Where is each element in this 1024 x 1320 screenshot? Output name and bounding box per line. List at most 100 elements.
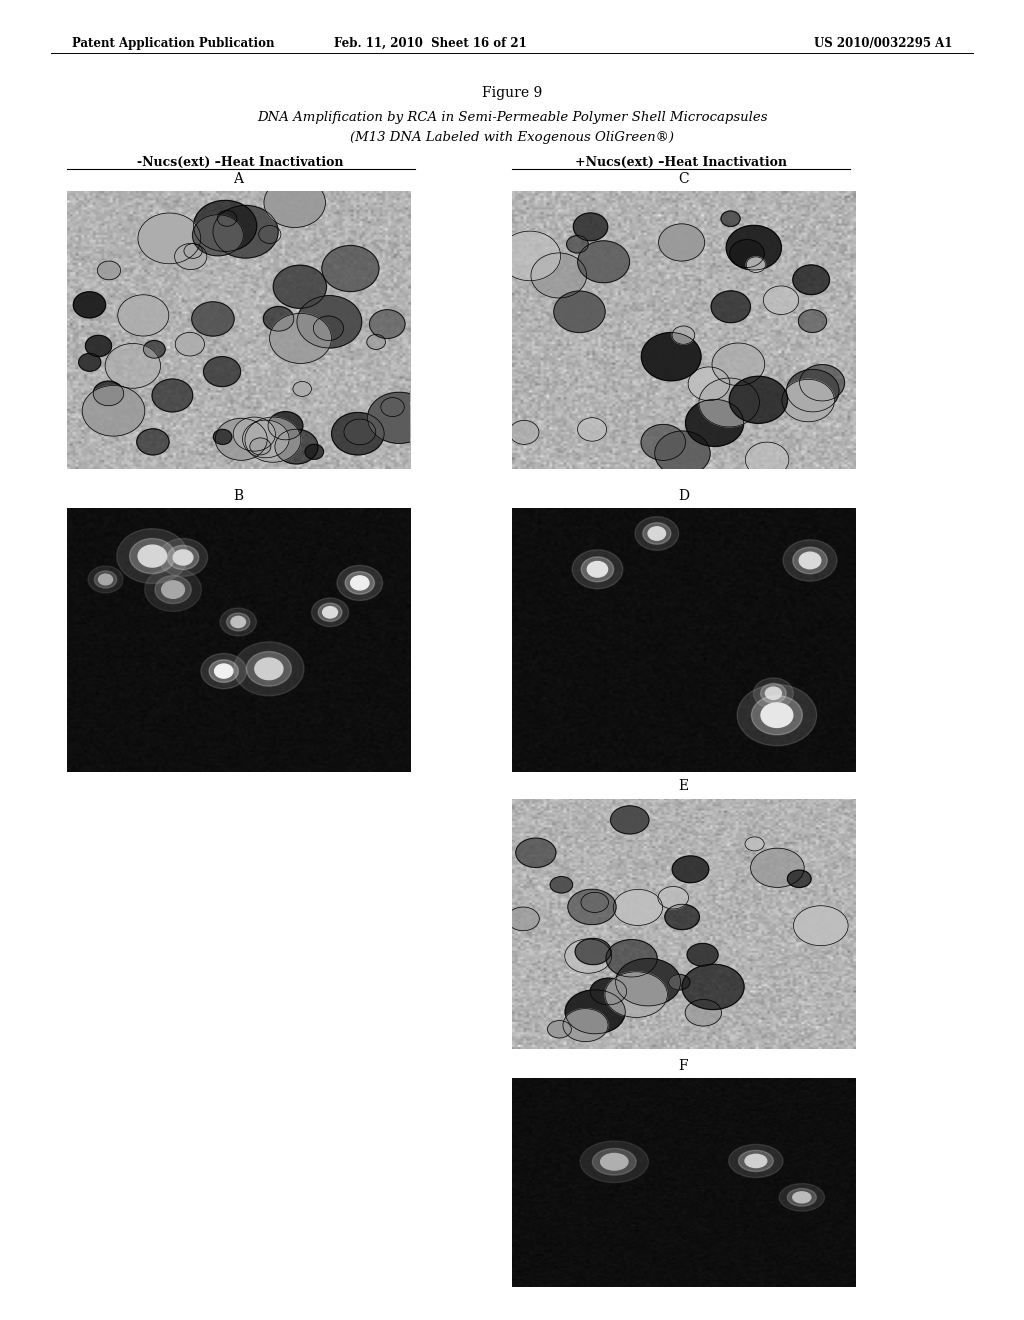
Circle shape: [318, 603, 342, 622]
Circle shape: [381, 397, 404, 417]
Circle shape: [255, 659, 283, 680]
Circle shape: [590, 978, 627, 1005]
Circle shape: [665, 904, 699, 929]
Circle shape: [367, 334, 385, 350]
Circle shape: [688, 367, 730, 401]
Circle shape: [215, 664, 232, 678]
Circle shape: [699, 378, 760, 426]
Circle shape: [582, 557, 613, 582]
Circle shape: [204, 356, 241, 387]
Circle shape: [88, 566, 123, 593]
Text: +Nucs(ext) –Heat Inactivation: +Nucs(ext) –Heat Inactivation: [574, 156, 787, 169]
Circle shape: [191, 302, 234, 337]
Circle shape: [745, 442, 788, 478]
Circle shape: [799, 310, 826, 333]
Circle shape: [573, 213, 608, 240]
Circle shape: [615, 958, 681, 1006]
Circle shape: [669, 974, 690, 990]
Circle shape: [231, 616, 246, 627]
Circle shape: [82, 385, 144, 436]
Circle shape: [754, 678, 794, 709]
Circle shape: [729, 1144, 783, 1177]
Circle shape: [194, 201, 257, 252]
Circle shape: [712, 343, 765, 385]
Circle shape: [143, 341, 165, 358]
Circle shape: [322, 246, 379, 292]
Text: Figure 9: Figure 9: [482, 86, 542, 100]
Circle shape: [738, 1150, 773, 1172]
Circle shape: [746, 257, 766, 272]
Text: A: A: [233, 172, 243, 186]
Circle shape: [648, 527, 666, 540]
Circle shape: [233, 417, 275, 451]
Circle shape: [783, 540, 837, 581]
Circle shape: [578, 240, 630, 282]
Circle shape: [130, 539, 175, 574]
Circle shape: [293, 381, 311, 396]
Circle shape: [323, 607, 338, 618]
Circle shape: [117, 528, 188, 583]
Circle shape: [763, 286, 799, 314]
Circle shape: [752, 696, 803, 735]
Circle shape: [74, 292, 105, 318]
Circle shape: [337, 565, 383, 601]
Circle shape: [79, 354, 100, 371]
Circle shape: [245, 417, 301, 462]
Circle shape: [311, 598, 348, 627]
Circle shape: [264, 178, 326, 227]
Circle shape: [593, 1148, 636, 1175]
Circle shape: [793, 265, 829, 294]
Circle shape: [787, 1188, 816, 1206]
Circle shape: [152, 379, 193, 412]
Circle shape: [745, 1154, 767, 1168]
Circle shape: [159, 539, 208, 577]
Circle shape: [155, 576, 191, 603]
Circle shape: [575, 939, 611, 965]
Circle shape: [635, 516, 679, 550]
Circle shape: [641, 424, 685, 461]
Circle shape: [345, 572, 375, 594]
Circle shape: [313, 315, 343, 341]
Circle shape: [761, 684, 786, 704]
Circle shape: [658, 224, 705, 261]
Text: -Nucs(ext) –Heat Inactivation: -Nucs(ext) –Heat Inactivation: [137, 156, 344, 169]
Circle shape: [581, 892, 608, 912]
Circle shape: [173, 550, 193, 565]
Circle shape: [209, 660, 239, 682]
Circle shape: [97, 261, 121, 280]
Circle shape: [370, 310, 406, 338]
Circle shape: [138, 545, 167, 568]
Circle shape: [658, 887, 688, 909]
Circle shape: [305, 445, 324, 459]
Circle shape: [565, 990, 626, 1034]
Circle shape: [509, 420, 539, 445]
Text: F: F: [679, 1059, 688, 1073]
Circle shape: [794, 906, 848, 945]
Circle shape: [737, 685, 817, 746]
Text: (M13 DNA Labeled with Exogenous OliGreen®): (M13 DNA Labeled with Exogenous OliGreen…: [350, 131, 674, 144]
Circle shape: [201, 653, 247, 689]
Text: E: E: [679, 779, 688, 793]
Circle shape: [726, 226, 781, 271]
Circle shape: [226, 612, 250, 631]
Circle shape: [799, 552, 821, 569]
Circle shape: [93, 381, 124, 405]
Circle shape: [563, 1008, 608, 1041]
Circle shape: [217, 210, 237, 226]
Circle shape: [567, 890, 616, 924]
Circle shape: [782, 379, 835, 422]
Circle shape: [654, 432, 711, 475]
Circle shape: [685, 400, 743, 446]
Circle shape: [297, 296, 361, 348]
Circle shape: [269, 313, 332, 363]
Text: C: C: [678, 172, 689, 186]
Circle shape: [793, 548, 827, 574]
Circle shape: [554, 290, 605, 333]
Circle shape: [184, 244, 203, 259]
Text: Patent Application Publication: Patent Application Publication: [72, 37, 274, 50]
Circle shape: [162, 581, 184, 598]
Circle shape: [730, 239, 764, 268]
Circle shape: [682, 964, 744, 1010]
Circle shape: [516, 838, 556, 867]
Circle shape: [263, 306, 294, 331]
